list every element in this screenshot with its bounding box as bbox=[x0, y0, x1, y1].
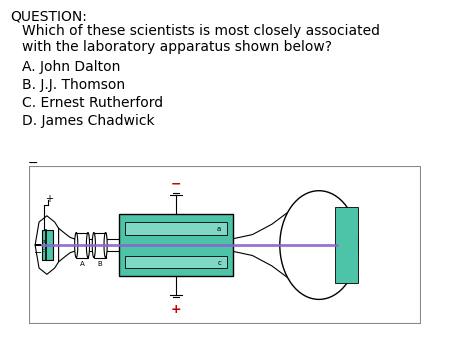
Text: A. John Dalton: A. John Dalton bbox=[22, 60, 121, 74]
Bar bbox=[335, 208, 358, 283]
Text: C. Ernest Rutherford: C. Ernest Rutherford bbox=[22, 96, 163, 110]
Ellipse shape bbox=[75, 233, 78, 258]
Text: c: c bbox=[42, 247, 45, 252]
Ellipse shape bbox=[92, 233, 95, 258]
Text: QUESTION:: QUESTION: bbox=[10, 10, 87, 24]
Text: b: b bbox=[42, 239, 45, 244]
Text: Which of these scientists is most closely associated
with the laboratory apparat: Which of these scientists is most closel… bbox=[22, 24, 380, 54]
Text: −: − bbox=[28, 156, 38, 169]
Bar bbox=[119, 214, 233, 276]
Text: B. J.J. Thomson: B. J.J. Thomson bbox=[22, 78, 125, 92]
Ellipse shape bbox=[280, 191, 358, 299]
Bar bbox=[94, 233, 106, 258]
Ellipse shape bbox=[104, 233, 107, 258]
Bar bbox=[76, 233, 88, 258]
Text: −: − bbox=[34, 248, 42, 259]
Bar bbox=[125, 222, 227, 235]
Bar bbox=[125, 256, 227, 268]
Text: c: c bbox=[217, 260, 221, 266]
Text: D. James Chadwick: D. James Chadwick bbox=[22, 114, 155, 128]
Text: B: B bbox=[97, 261, 102, 267]
Text: +: + bbox=[171, 303, 181, 316]
Text: −: − bbox=[171, 178, 181, 191]
Text: +: + bbox=[45, 194, 53, 204]
Text: a: a bbox=[217, 226, 221, 232]
Text: A: A bbox=[80, 261, 85, 267]
Ellipse shape bbox=[86, 233, 90, 258]
Bar bbox=[42, 231, 53, 260]
